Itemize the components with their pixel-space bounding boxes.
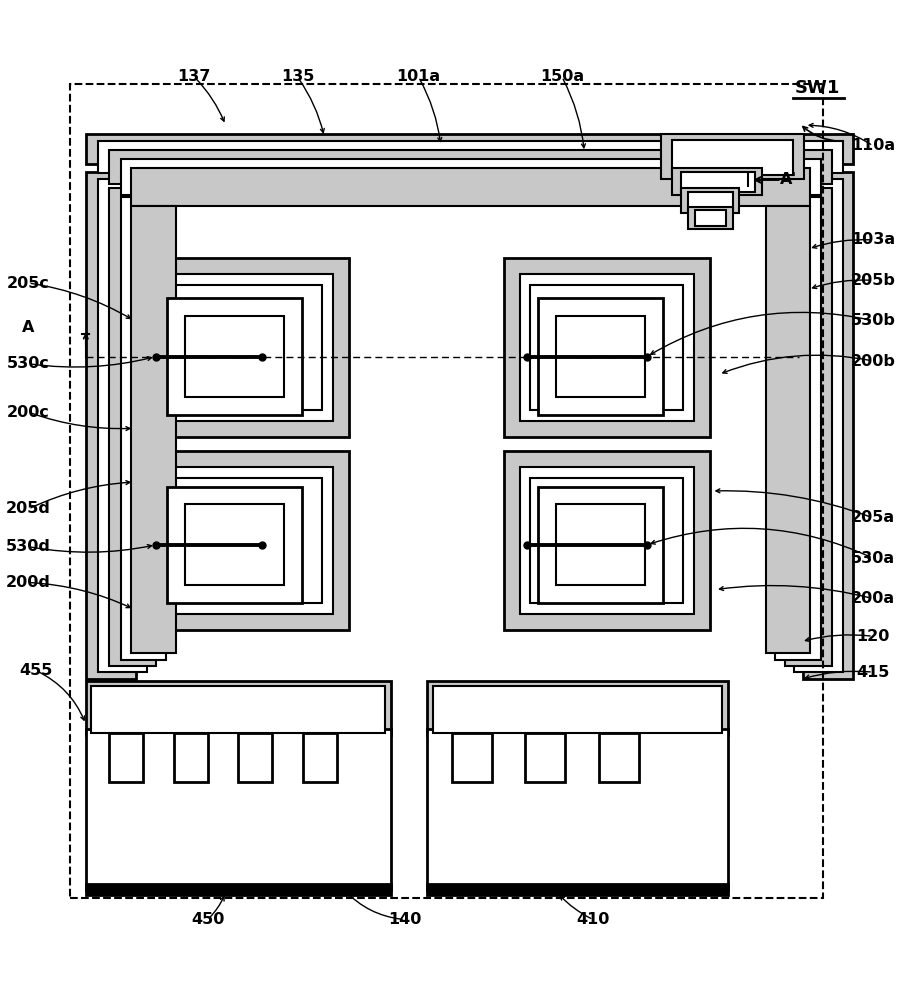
Bar xyxy=(238,733,272,782)
Bar xyxy=(804,172,853,679)
Text: 415: 415 xyxy=(856,665,889,680)
Bar xyxy=(427,884,728,895)
Bar xyxy=(174,733,208,782)
Bar xyxy=(520,274,694,421)
Bar xyxy=(91,686,386,733)
Text: 200a: 200a xyxy=(851,591,895,606)
Bar xyxy=(86,172,136,679)
Text: 200b: 200b xyxy=(851,354,896,369)
Bar xyxy=(525,733,566,782)
Bar xyxy=(538,298,663,415)
Bar xyxy=(688,192,733,209)
Text: 150a: 150a xyxy=(540,69,584,84)
Bar xyxy=(109,150,832,184)
Text: 205c: 205c xyxy=(7,276,50,291)
Text: 120: 120 xyxy=(856,629,889,644)
Text: 205b: 205b xyxy=(851,273,896,288)
Text: 101a: 101a xyxy=(396,69,441,84)
Text: 530a: 530a xyxy=(851,551,895,566)
Bar xyxy=(121,159,821,195)
Bar xyxy=(109,188,156,666)
Text: 103a: 103a xyxy=(851,232,895,247)
Bar xyxy=(98,141,842,173)
Bar xyxy=(681,188,740,213)
Bar xyxy=(86,681,391,735)
Bar xyxy=(150,467,333,614)
Bar xyxy=(531,478,683,603)
Bar xyxy=(688,207,733,229)
Bar xyxy=(672,140,793,175)
Bar xyxy=(168,487,302,603)
Bar xyxy=(660,134,804,179)
Text: 140: 140 xyxy=(388,912,422,927)
Text: 135: 135 xyxy=(281,69,314,84)
Text: 530b: 530b xyxy=(851,313,896,328)
Bar xyxy=(504,451,710,630)
Bar xyxy=(186,504,284,585)
Bar xyxy=(86,729,391,890)
Bar xyxy=(150,274,333,421)
Text: 530c: 530c xyxy=(7,356,50,371)
Bar xyxy=(794,179,842,672)
Text: 200d: 200d xyxy=(6,575,50,590)
Bar xyxy=(69,84,823,898)
Bar xyxy=(86,134,853,164)
Bar xyxy=(451,733,492,782)
Bar xyxy=(161,285,323,410)
Bar xyxy=(556,504,645,585)
Bar xyxy=(121,197,167,660)
Text: 410: 410 xyxy=(577,912,610,927)
Bar xyxy=(766,206,810,653)
Bar xyxy=(504,258,710,437)
Bar xyxy=(776,197,821,660)
Bar xyxy=(681,172,755,192)
Text: 200c: 200c xyxy=(7,405,50,420)
Text: 455: 455 xyxy=(19,663,52,678)
Bar xyxy=(132,206,176,653)
Bar xyxy=(556,316,645,397)
Bar xyxy=(696,210,726,226)
Bar xyxy=(86,884,391,895)
Bar xyxy=(432,686,723,733)
Bar xyxy=(168,298,302,415)
Bar xyxy=(134,170,808,679)
Text: 205a: 205a xyxy=(851,510,895,525)
Text: A': A' xyxy=(780,172,797,187)
Bar xyxy=(186,316,284,397)
Bar xyxy=(531,285,683,410)
Bar xyxy=(134,451,350,630)
Bar xyxy=(303,733,337,782)
Bar xyxy=(520,467,694,614)
Bar xyxy=(132,168,810,206)
Bar xyxy=(538,487,663,603)
Text: 450: 450 xyxy=(191,912,224,927)
Text: 205d: 205d xyxy=(6,501,50,516)
Bar xyxy=(161,478,323,603)
Bar xyxy=(98,179,147,672)
Text: 110a: 110a xyxy=(851,138,895,153)
Text: A: A xyxy=(23,320,34,335)
Bar xyxy=(672,168,762,195)
Bar xyxy=(134,258,350,437)
Text: SW1: SW1 xyxy=(795,79,840,97)
Bar xyxy=(785,188,832,666)
Bar xyxy=(109,733,143,782)
Bar xyxy=(427,681,728,735)
Bar xyxy=(427,729,728,890)
Text: 530d: 530d xyxy=(6,539,50,554)
Bar xyxy=(598,733,639,782)
Text: 137: 137 xyxy=(177,69,211,84)
